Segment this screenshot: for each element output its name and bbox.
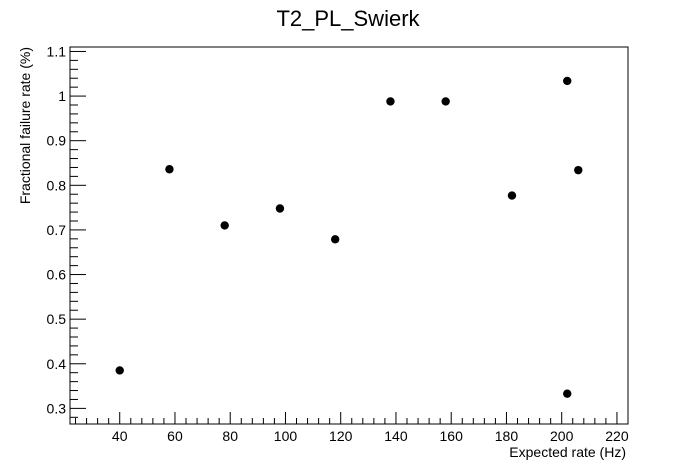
x-tick-label: 80 (222, 428, 238, 444)
y-tick-label: 0.8 (47, 177, 67, 193)
data-point (330, 235, 340, 244)
data-point (275, 204, 285, 213)
x-tick-label: 220 (605, 428, 629, 444)
plot-frame (69, 46, 629, 425)
x-tick-label: 180 (495, 428, 519, 444)
y-tick-label: 0.4 (47, 356, 67, 372)
x-tick-label: 200 (550, 428, 574, 444)
x-axis-ticks (75, 412, 629, 424)
x-axis-label: Expected rate (Hz) (509, 444, 626, 460)
data-point (165, 165, 174, 174)
y-tick-label: 0.3 (47, 400, 67, 416)
x-tick-label: 160 (440, 428, 464, 444)
data-points (115, 76, 583, 398)
x-tick-label: 140 (384, 428, 408, 444)
data-point (563, 389, 572, 398)
x-tick-label: 120 (329, 428, 353, 444)
y-tick-label: 0.5 (47, 311, 67, 327)
data-point (574, 165, 583, 175)
y-tick-label: 0.7 (47, 222, 67, 238)
y-tick-label: 0.6 (47, 267, 67, 283)
y-axis-tick-labels: 0.3 0.4 0.5 0.6 0.7 0.8 0.9 1 1.1 (47, 43, 67, 416)
data-point (220, 221, 229, 230)
x-tick-label: 100 (274, 428, 298, 444)
data-point (563, 76, 572, 86)
y-tick-label: 1 (58, 88, 66, 104)
data-point (115, 366, 124, 375)
chart-title: T2_PL_Swierk (276, 6, 420, 31)
x-axis-tick-labels: 40 60 80 100 120 140 160 180 200 220 (112, 428, 629, 444)
y-axis-ticks (70, 50, 86, 418)
y-tick-label: 0.9 (47, 133, 67, 149)
data-point (386, 97, 395, 106)
x-tick-label: 60 (167, 428, 183, 444)
y-tick-label: 1.1 (47, 43, 67, 59)
x-tick-label: 40 (112, 428, 128, 444)
data-point (441, 97, 450, 106)
data-point (507, 191, 517, 200)
y-axis-label: Fractional failure rate (%) (17, 47, 33, 204)
